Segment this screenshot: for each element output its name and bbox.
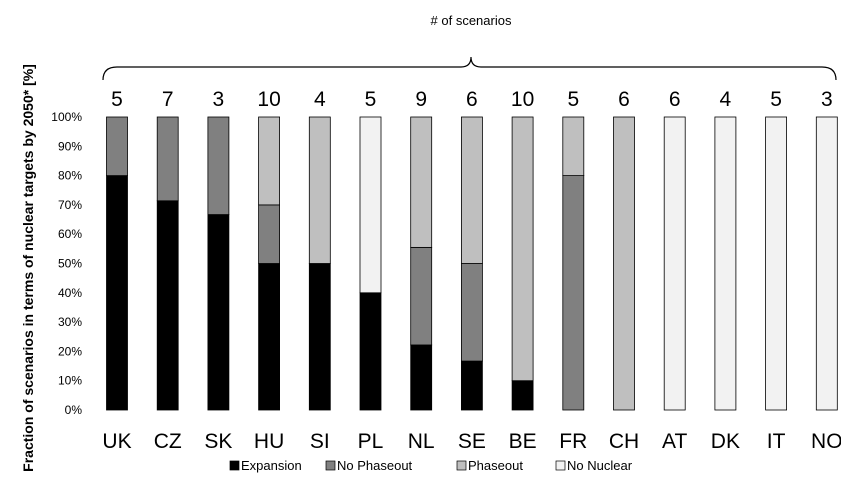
bar-segment-no-phaseout (258, 204, 281, 264)
y-tick-label: 30% (58, 315, 82, 329)
bar-segment-expansion (156, 200, 179, 411)
scenario-count-label: 6 (618, 88, 630, 111)
y-tick-label: 10% (58, 374, 82, 388)
title-brace (102, 56, 837, 81)
bar-segment-expansion (511, 380, 534, 411)
scenario-count-label: 4 (314, 88, 326, 111)
bar-segment-phaseout (511, 116, 534, 382)
bar-segment-phaseout (460, 116, 483, 264)
bar-segment-expansion (106, 175, 128, 411)
y-tick-label: 90% (58, 139, 82, 153)
x-tick-label: UK (102, 430, 131, 453)
bar-segment-phaseout (308, 116, 331, 264)
legend-swatch (456, 460, 467, 471)
x-tick-label: NL (408, 430, 435, 453)
bar-segment-no-phaseout (460, 263, 483, 362)
x-tick-label: CH (609, 430, 639, 453)
bar-segment-expansion (410, 344, 433, 411)
y-axis-label: Fraction of scenarios in terms of nuclea… (20, 64, 36, 472)
y-tick-label: 0% (65, 403, 83, 417)
x-tick-label: SK (204, 430, 232, 453)
bar-segment-phaseout (613, 116, 635, 411)
x-tick-label: NO (811, 430, 841, 453)
bar-segment-no-nuclear (765, 116, 787, 411)
scenario-count-label: 10 (257, 88, 280, 111)
bar-segment-expansion (460, 360, 483, 411)
x-tick-label: HU (254, 430, 284, 453)
scenario-count-label: 10 (511, 88, 534, 111)
bar-segment-no-nuclear (359, 116, 382, 294)
x-tick-label: CZ (154, 430, 182, 453)
scenario-count-label: 5 (567, 88, 579, 111)
scenario-count-label: 3 (213, 88, 225, 111)
bar-segment-no-phaseout (562, 175, 585, 411)
scenario-count-label: 7 (162, 88, 174, 111)
y-tick-label: 70% (58, 198, 82, 212)
bar-segment-expansion (207, 214, 230, 411)
y-tick-label: 100% (51, 110, 82, 124)
y-tick-label: 80% (58, 169, 82, 183)
bar-segment-no-phaseout (207, 116, 230, 215)
scenario-count-label: 3 (821, 88, 833, 111)
y-tick-label: 60% (58, 227, 82, 241)
scenario-count-label: 9 (415, 88, 427, 111)
legend: Expansion No Phaseout Phaseout No Nuclear (229, 458, 633, 473)
bar-segment-no-nuclear (714, 116, 737, 411)
legend-label: Expansion (241, 458, 302, 473)
bar-segment-no-nuclear (815, 116, 838, 411)
bar-segment-expansion (359, 292, 382, 411)
bar-segment-no-nuclear (663, 116, 686, 411)
legend-label: No Nuclear (567, 458, 633, 473)
chart-title: # of scenarios (431, 13, 512, 28)
x-tick-label: AT (662, 430, 687, 453)
x-tick-label: IT (767, 430, 786, 453)
legend-swatch (555, 460, 566, 471)
legend-label: Phaseout (468, 458, 523, 473)
bar-segment-expansion (258, 263, 281, 411)
bar-segment-phaseout (258, 116, 281, 206)
x-tick-label: FR (559, 430, 587, 453)
x-tick-label: DK (711, 430, 740, 453)
bar-segment-no-phaseout (156, 116, 179, 202)
y-tick-label: 40% (58, 286, 82, 300)
y-tick-label: 20% (58, 344, 82, 358)
scenario-count-label: 6 (669, 88, 681, 111)
bar-segment-no-phaseout (410, 246, 433, 346)
x-tick-label: SE (458, 430, 486, 453)
bar-segment-phaseout (562, 116, 585, 176)
bar-segment-expansion (308, 263, 331, 411)
scenario-count-label: 5 (770, 88, 782, 111)
x-tick-label: BE (509, 430, 537, 453)
bar-segment-no-phaseout (106, 116, 128, 176)
x-tick-label: PL (358, 430, 384, 453)
y-tick-label: 50% (58, 257, 82, 271)
legend-swatch (325, 460, 336, 471)
x-tick-label: SI (310, 430, 330, 453)
bar-segment-phaseout (410, 116, 433, 248)
scenario-count-label: 5 (111, 88, 123, 111)
scenario-count-label: 5 (365, 88, 377, 111)
scenario-count-label: 4 (720, 88, 732, 111)
scenario-count-label: 6 (466, 88, 478, 111)
legend-swatch (229, 460, 240, 471)
legend-label: No Phaseout (337, 458, 413, 473)
